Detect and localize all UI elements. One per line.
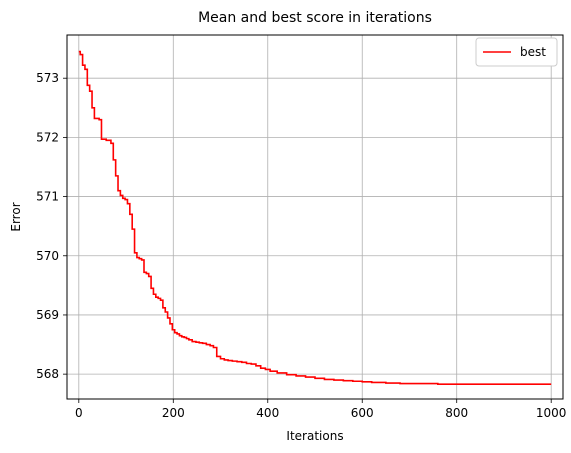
legend-box: [475, 37, 558, 67]
plot-background: [67, 35, 563, 399]
series-layer: [78, 50, 552, 385]
x-tick-label: 1000: [536, 406, 567, 420]
x-axis-label: Iterations: [286, 429, 343, 443]
series-line-best: [78, 50, 552, 385]
y-tick-label: 572: [36, 130, 59, 144]
x-tick-label: 400: [256, 406, 279, 420]
x-tick-label: 0: [75, 406, 83, 420]
y-tick-label: 570: [36, 249, 59, 263]
x-axis-ticks: 0 200 400 600 800 1000: [75, 399, 566, 420]
grid-lines: [67, 35, 563, 399]
legend-label-best: best: [520, 45, 546, 59]
legend: best: [475, 37, 558, 67]
x-tick-label: 600: [351, 406, 374, 420]
plot-frame: [66, 34, 564, 400]
x-tick-label: 200: [162, 406, 185, 420]
x-tick-label: 800: [445, 406, 468, 420]
y-tick-label: 569: [36, 308, 59, 322]
y-axis-label: Error: [9, 202, 23, 231]
y-axis-ticks: 568 569 570 571 572 573: [36, 71, 67, 381]
chart-title: Mean and best score in iterations: [198, 10, 432, 26]
y-tick-label: 571: [36, 190, 59, 204]
y-tick-label: 568: [36, 367, 59, 381]
y-tick-label: 573: [36, 71, 59, 85]
